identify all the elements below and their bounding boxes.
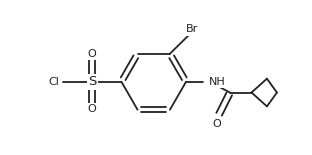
Text: O: O — [88, 104, 96, 114]
Text: NH: NH — [209, 77, 226, 87]
Text: Br: Br — [186, 24, 198, 34]
Text: O: O — [212, 119, 221, 129]
Text: Cl: Cl — [48, 77, 59, 87]
Text: O: O — [88, 49, 96, 59]
Text: S: S — [88, 75, 96, 88]
